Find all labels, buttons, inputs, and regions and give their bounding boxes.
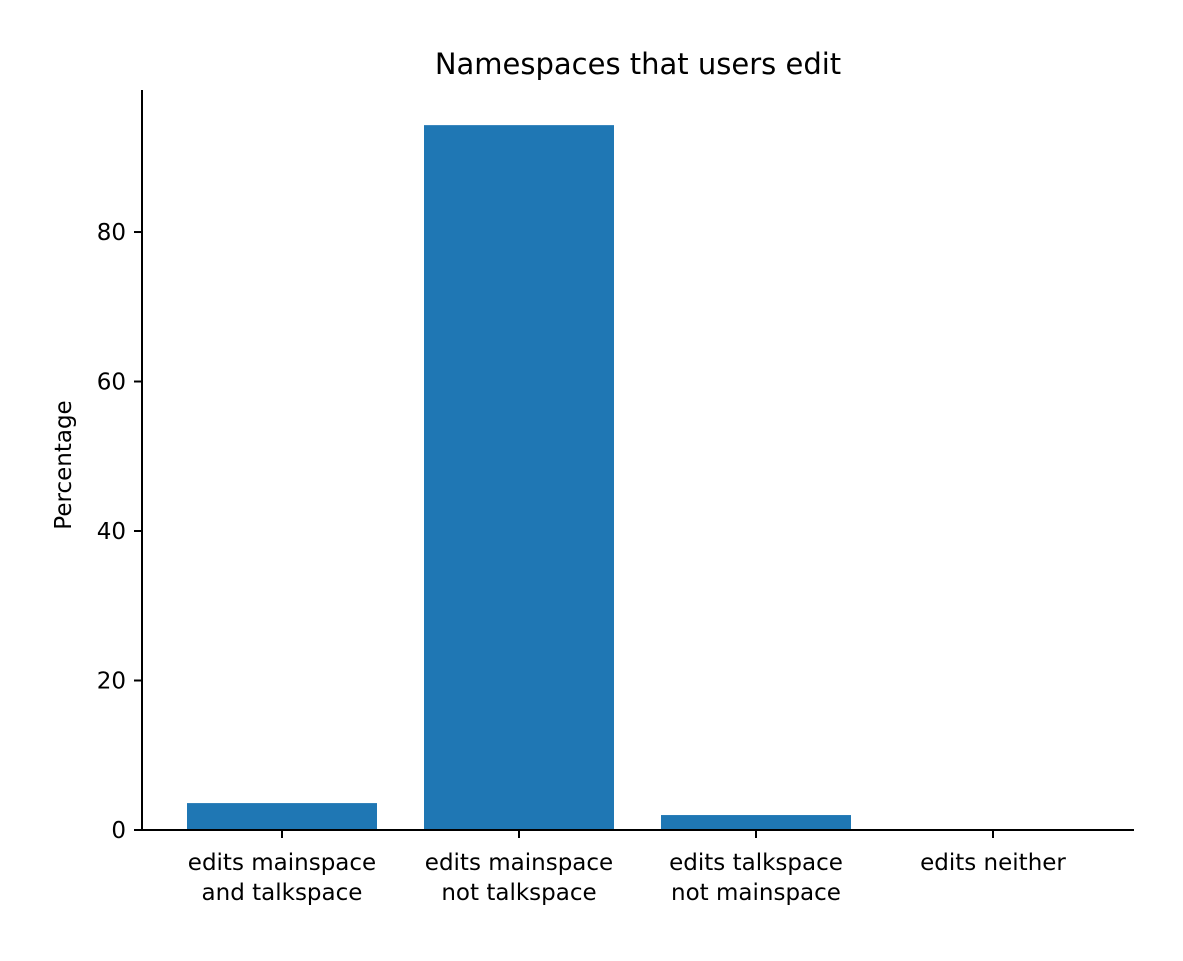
y-tick-label: 40 [97,519,126,545]
chart-title: Namespaces that users edit [435,47,841,81]
y-axis-label: Percentage [51,400,77,529]
bars-layer [187,125,851,831]
x-tick-label: edits neither [920,850,1066,876]
x-tick-label: edits talkspace not mainspace [669,850,843,906]
x-tick-label: edits mainspace and talkspace [188,850,376,906]
y-tick-label: 0 [111,818,126,844]
y-tick-label: 60 [97,370,126,396]
y-tick-label: 80 [97,220,126,246]
x-tick-label: edits mainspace not talkspace [425,850,613,906]
y-ticks-layer: 0 20 40 60 80 [97,220,142,844]
bar-3 [661,815,851,830]
bar-2 [424,125,614,831]
axes-layer [141,90,1134,831]
x-ticks-layer: edits mainspace and talkspace edits mainsp… [188,830,1066,906]
y-tick-label: 20 [97,669,126,695]
bar-1 [187,803,377,830]
